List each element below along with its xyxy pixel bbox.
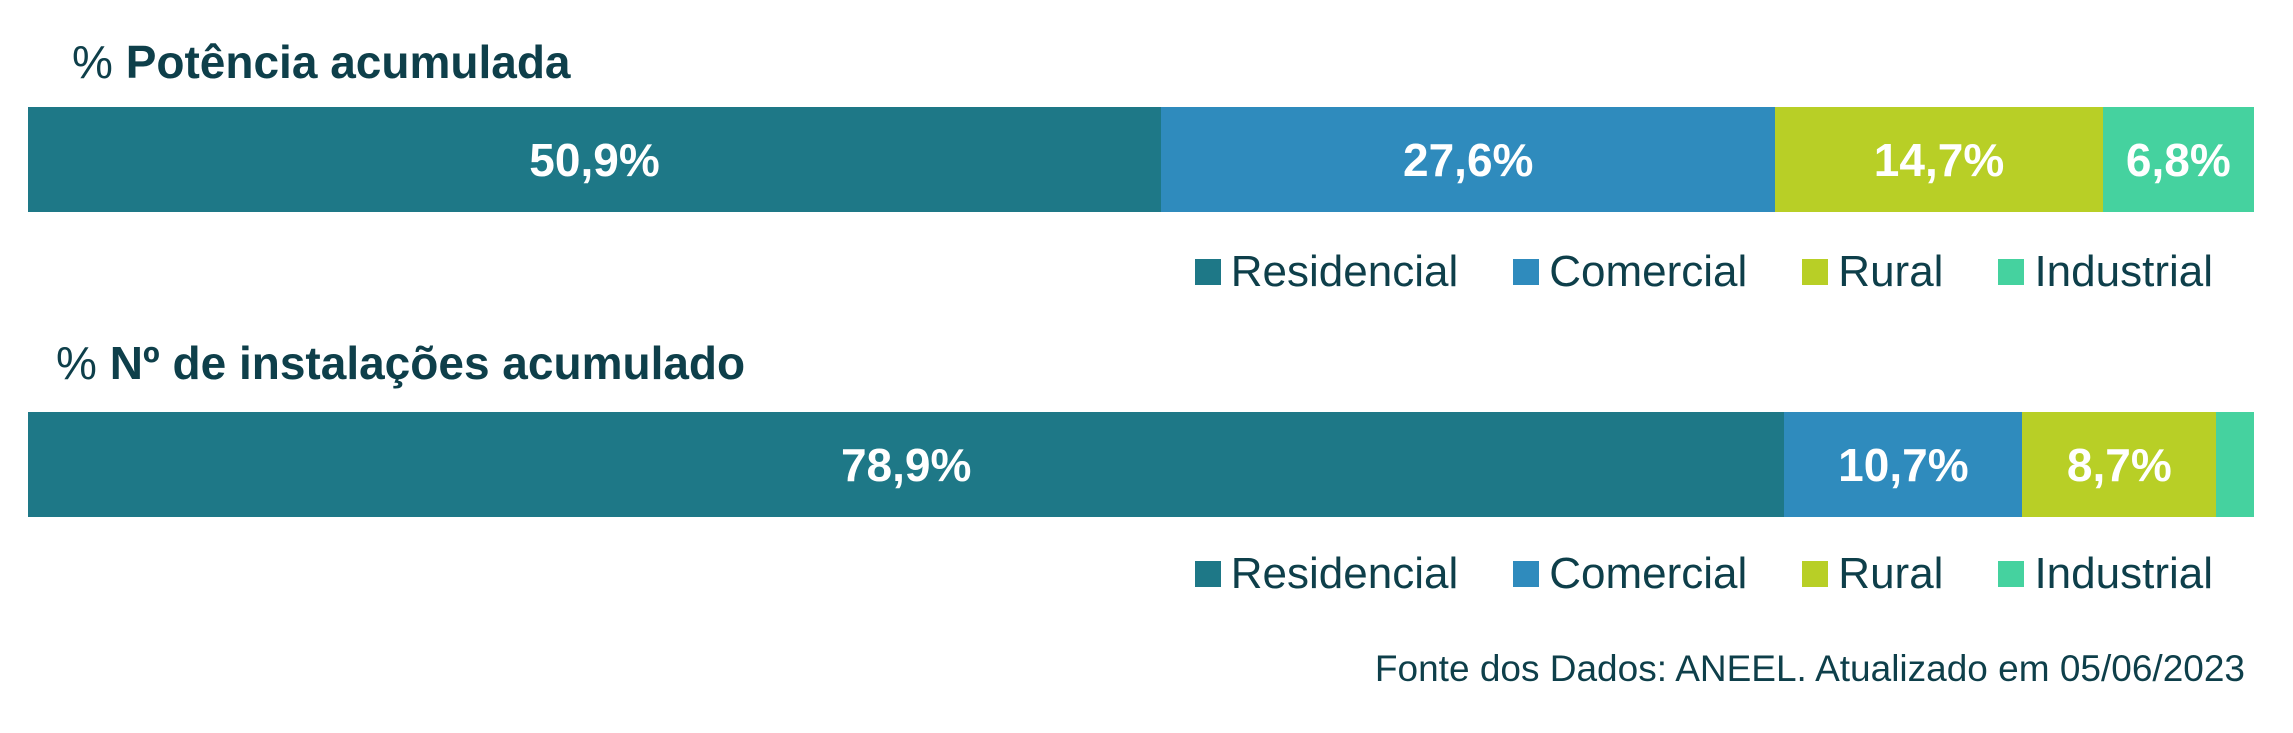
bar-segment-rural: 14,7%	[1775, 107, 2103, 212]
chart-2-legend: Residencial Comercial Rural Industrial	[1140, 546, 2213, 602]
legend-item-comercial: Comercial	[1513, 247, 1747, 297]
segment-value-label: 50,9%	[529, 133, 660, 186]
legend-label: Comercial	[1549, 247, 1748, 296]
bar-segment-residencial: 78,9%	[28, 412, 1785, 517]
legend-item-residencial: Residencial	[1194, 247, 1459, 297]
chart-1-stacked-bar: 50,9% 27,6% 14,7% 6,8%	[28, 107, 2254, 212]
legend-swatch	[1998, 561, 2025, 587]
legend-label: Industrial	[2034, 247, 2213, 296]
bar-segment-rural: 8,7%	[2022, 412, 2217, 517]
bar-segment-industrial	[2216, 412, 2254, 517]
bar-segment-industrial: 6,8%	[2102, 107, 2254, 212]
legend-item-rural: Rural	[1802, 549, 1943, 599]
chart-2-title: % Nº de instalações acumulado	[56, 335, 745, 391]
bar-segment-comercial: 27,6%	[1161, 107, 1776, 212]
legend-item-comercial: Comercial	[1513, 549, 1747, 599]
segment-value-label: 14,7%	[1873, 133, 2005, 186]
chart-2-title-text: Nº de instalações acumulado	[109, 337, 746, 389]
legend-swatch	[1194, 561, 1221, 587]
bar-segment-comercial: 10,7%	[1784, 412, 2023, 517]
legend-swatch	[1194, 259, 1221, 285]
legend-label: Comercial	[1549, 549, 1748, 598]
chart-1-title: % Potência acumulada	[72, 34, 571, 90]
legend-label: Industrial	[2034, 549, 2213, 598]
chart-1-title-text: Potência acumulada	[125, 36, 571, 88]
legend-swatch	[1998, 259, 2025, 285]
segment-value-label: 10,7%	[1838, 438, 1969, 491]
legend-swatch	[1513, 561, 1540, 587]
legend-swatch	[1802, 561, 1829, 587]
legend-label: Rural	[1838, 247, 1944, 296]
legend-label: Residencial	[1230, 247, 1459, 296]
legend-label: Rural	[1838, 549, 1944, 598]
legend-label: Residencial	[1230, 549, 1459, 598]
legend-swatch	[1802, 259, 1829, 285]
legend-item-rural: Rural	[1802, 247, 1943, 297]
segment-value-label: 6,8%	[2125, 133, 2231, 186]
legend-swatch	[1513, 259, 1540, 285]
legend-item-industrial: Industrial	[1998, 549, 2213, 599]
bar-segment-residencial: 50,9%	[28, 107, 1162, 212]
legend-item-residencial: Residencial	[1194, 549, 1459, 599]
legend-item-industrial: Industrial	[1998, 247, 2213, 297]
chart-2-stacked-bar: 78,9% 10,7% 8,7%	[28, 412, 2254, 517]
chart-1-legend: Residencial Comercial Rural Industrial	[1140, 244, 2213, 300]
segment-value-label: 78,9%	[840, 438, 972, 491]
segment-value-label: 27,6%	[1403, 133, 1534, 186]
chart-2-title-prefix: %	[56, 337, 97, 389]
segment-value-label: 8,7%	[2066, 438, 2172, 491]
chart-1-title-prefix: %	[72, 36, 113, 88]
data-source-note: Fonte dos Dados: ANEEL. Atualizado em 05…	[1374, 648, 2245, 689]
